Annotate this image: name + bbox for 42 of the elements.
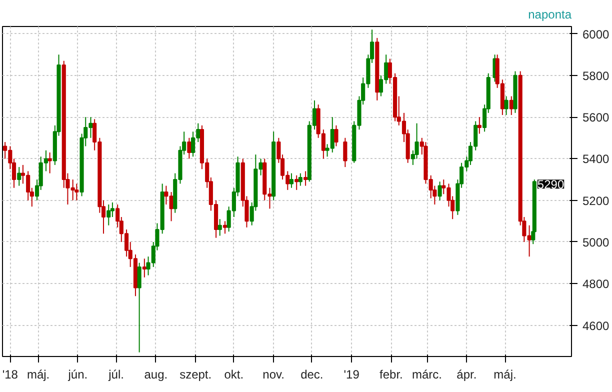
y-tick-label: 5800 xyxy=(582,68,610,83)
x-tick-label: aug. xyxy=(144,368,168,382)
candlestick xyxy=(334,124,338,147)
x-tick-label: okt. xyxy=(224,368,244,382)
candlestick xyxy=(222,220,228,234)
candlestick xyxy=(438,181,442,201)
candlestick xyxy=(504,96,508,116)
y-tick-label: 4600 xyxy=(582,318,610,333)
x-tick-label: máj. xyxy=(494,368,516,382)
x-tick-label: '19 xyxy=(344,368,360,382)
y-tick-label: 6000 xyxy=(582,27,610,42)
y-tick-label: 5000 xyxy=(582,235,610,250)
candlestick xyxy=(298,172,302,186)
candlestick xyxy=(48,152,52,174)
candlestick xyxy=(17,166,22,186)
candlestick xyxy=(294,174,299,190)
candlestick xyxy=(218,218,222,236)
x-tick-label: ápr. xyxy=(456,368,477,382)
candlestick xyxy=(106,204,111,226)
x-tick-label: márc. xyxy=(412,368,442,382)
candlestick xyxy=(304,170,308,186)
candlestick xyxy=(477,116,482,134)
annotation: 5290 xyxy=(537,178,564,192)
x-tick-label: jún. xyxy=(67,368,88,382)
y-tick-label: 4800 xyxy=(582,277,610,292)
x-tick-label: júl. xyxy=(108,368,124,382)
text: naponta xyxy=(528,8,572,22)
y-tick-label: 5600 xyxy=(582,110,610,125)
y-tick-label: 5400 xyxy=(582,152,610,166)
x-tick-label: máj. xyxy=(26,368,50,382)
x-tick-label: '18 xyxy=(2,368,18,382)
x-tick-label: szept. xyxy=(180,368,212,382)
candlestick xyxy=(142,258,146,278)
x-tick-label: nov. xyxy=(262,368,284,382)
candlestick xyxy=(137,262,142,353)
x-tick-label: febr. xyxy=(380,368,403,382)
candlestick xyxy=(289,172,294,188)
candlestick xyxy=(187,137,192,160)
x-tick-label: dec. xyxy=(300,368,324,382)
candlestick xyxy=(74,183,79,201)
y-tick-label: 5200 xyxy=(582,194,610,208)
candlestick xyxy=(343,137,348,168)
